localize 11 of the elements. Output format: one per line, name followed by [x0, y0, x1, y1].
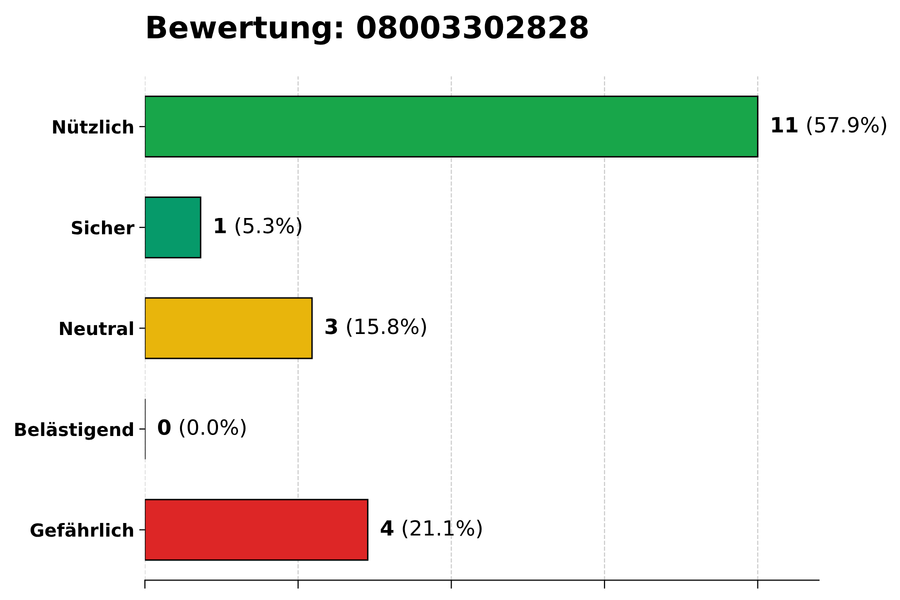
data-label: 1 (5.3%) — [215, 217, 302, 236]
data-label: 4 (21.1%) — [380, 520, 482, 538]
y-tick-label: Belästigend — [15, 422, 133, 440]
data-label: 0 (0.0%) — [158, 418, 246, 438]
y-tick-label: Neutral — [60, 321, 133, 336]
y-tick-label: Nützlich — [53, 119, 134, 134]
chart-title: Bewertung: 08003302828 — [148, 16, 588, 45]
data-label: 3 (15.8%) — [326, 318, 426, 337]
y-tick-label: Sicher — [72, 220, 134, 235]
data-label: 11 (57.9%) — [772, 116, 886, 136]
y-tick-label: Gefährlich — [30, 522, 134, 537]
